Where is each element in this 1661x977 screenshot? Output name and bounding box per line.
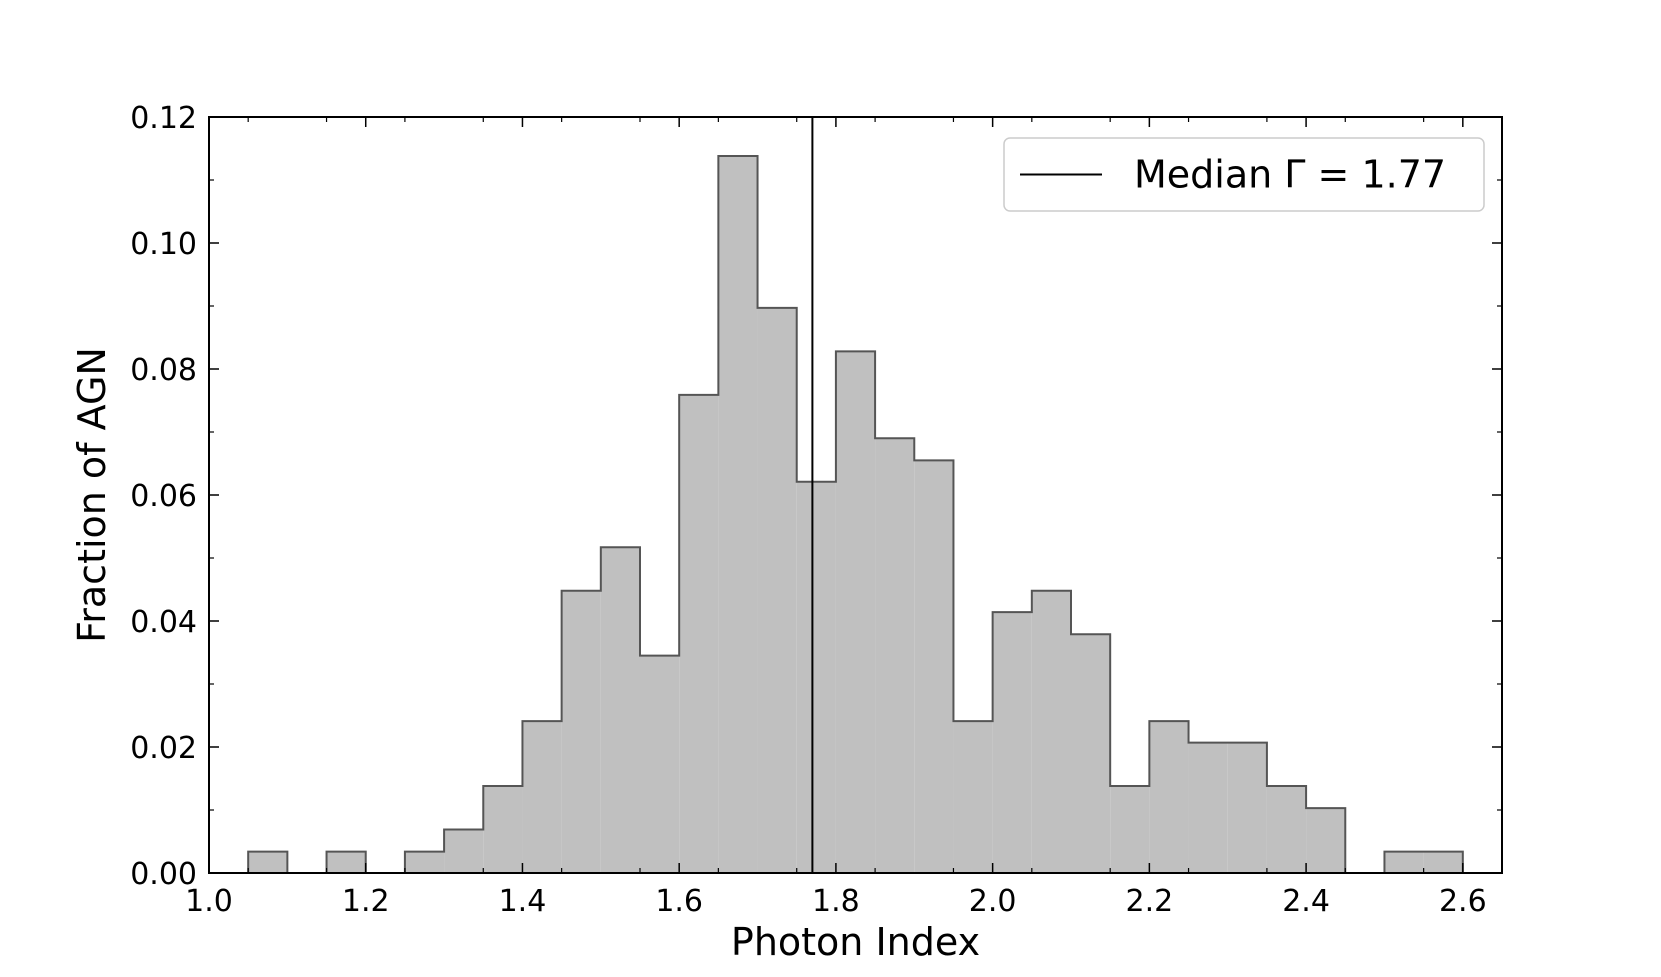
- histogram-bar: [1423, 851, 1463, 873]
- histogram-bar: [992, 612, 1032, 873]
- histogram-bar: [953, 721, 993, 873]
- histogram-bar: [835, 351, 876, 873]
- x-tick-label: 2.0: [969, 884, 1017, 919]
- y-axis-label: Fraction of AGN: [70, 347, 114, 643]
- histogram-bar: [875, 438, 915, 873]
- y-tick-label: 0.06: [130, 479, 197, 514]
- x-tick-labels: 1.0 1.2 1.4 1.6 1.8 2.0 2.2 2.4 2.6: [185, 884, 1487, 919]
- histogram-bar: [1384, 851, 1424, 873]
- y-tick-label: 0.00: [130, 857, 197, 892]
- histogram-bar: [914, 460, 954, 873]
- histogram-bar: [1071, 634, 1111, 873]
- x-tick-label: 1.0: [185, 884, 233, 919]
- histogram-bar: [1110, 786, 1150, 873]
- x-tick-label: 2.4: [1282, 884, 1330, 919]
- histogram-bar: [757, 307, 797, 873]
- histogram-bar: [444, 829, 484, 873]
- histogram-bar: [1266, 786, 1307, 873]
- y-tick-labels: 0.00 0.02 0.04 0.06 0.08 0.10 0.12: [130, 101, 197, 892]
- histogram-bar: [718, 156, 758, 873]
- histogram-bar: [522, 721, 562, 873]
- x-axis-label: Photon Index: [731, 920, 980, 964]
- histogram-bars: [247, 155, 1464, 874]
- histogram-bar: [679, 394, 719, 873]
- y-tick-label: 0.10: [130, 227, 197, 262]
- histogram-bar: [796, 481, 836, 873]
- x-tick-label: 2.2: [1126, 884, 1174, 919]
- histogram-bar: [1031, 590, 1071, 873]
- histogram-outline: [247, 155, 1464, 874]
- histogram-bar: [404, 851, 445, 873]
- y-tick-label: 0.04: [130, 605, 197, 640]
- histogram-bar: [483, 786, 523, 873]
- histogram-bar: [1188, 742, 1228, 873]
- x-tick-label: 1.8: [812, 884, 860, 919]
- plot-frame: [208, 116, 1503, 874]
- x-tick-label: 2.6: [1439, 884, 1487, 919]
- y-tick-label: 0.02: [130, 731, 197, 766]
- x-tick-label: 1.2: [342, 884, 390, 919]
- y-tick-label: 0.12: [130, 101, 197, 136]
- legend-box: [1003, 137, 1485, 212]
- y-tick-label: 0.08: [130, 353, 197, 388]
- x-tick-label: 1.6: [655, 884, 703, 919]
- legend: Median Γ = 1.77: [1003, 137, 1485, 212]
- legend-label: Median Γ = 1.77: [1134, 153, 1446, 197]
- histogram-bar: [326, 851, 366, 873]
- histogram-bar: [1149, 721, 1189, 873]
- histogram-bar: [1227, 742, 1267, 873]
- histogram-bar: [600, 547, 640, 873]
- x-tick-label: 1.4: [499, 884, 547, 919]
- histogram-bar: [1306, 808, 1346, 873]
- histogram-bar: [561, 590, 601, 873]
- histogram-bar: [248, 851, 288, 873]
- histogram-bar: [640, 655, 680, 873]
